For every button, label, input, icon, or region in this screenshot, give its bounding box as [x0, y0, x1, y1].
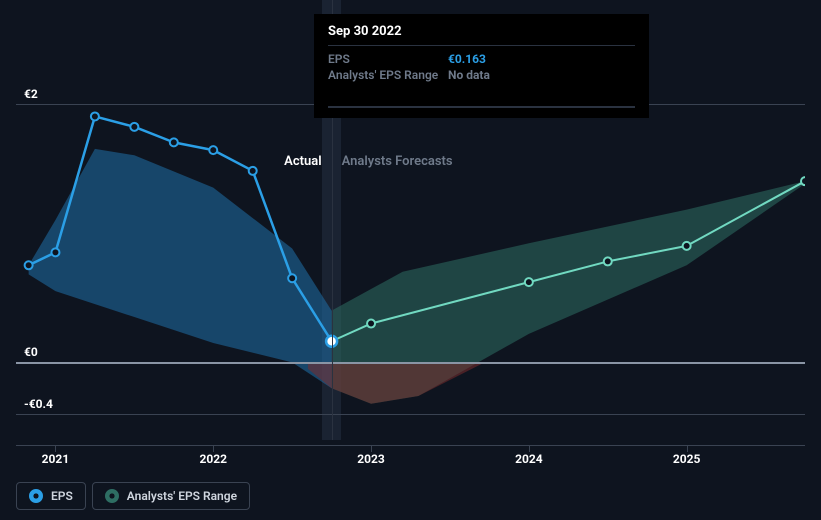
x-tick-label: 2022 [199, 452, 227, 466]
tooltip-row: Analysts' EPS RangeNo data [328, 68, 635, 82]
region-label-forecast: Analysts Forecasts [342, 154, 453, 169]
tooltip-row-key: Analysts' EPS Range [328, 68, 448, 82]
region-label-actual: Actual [284, 154, 321, 169]
tooltip-row-value: No data [448, 68, 490, 82]
tooltip-row: EPS€0.163 [328, 52, 635, 66]
tooltip-row-key: EPS [328, 52, 448, 66]
tooltip-bottom-bar [328, 106, 635, 108]
tooltip-date: Sep 30 2022 [328, 24, 635, 46]
legend-item[interactable]: Analysts' EPS Range [92, 482, 250, 510]
y-tick-label: -€0.4 [24, 397, 53, 411]
legend-item[interactable]: EPS [16, 482, 86, 510]
legend-label: Analysts' EPS Range [127, 489, 237, 503]
y-tick-label: €0 [24, 345, 38, 359]
y-gridline [16, 414, 805, 415]
legend-swatch-icon [29, 489, 43, 503]
y-tick-label: €2 [24, 87, 38, 101]
x-axis: 2021 2022 2023 2024 2025 [16, 445, 805, 465]
x-tick-label: 2025 [673, 452, 701, 466]
x-tick-label: 2023 [357, 452, 385, 466]
legend-swatch-icon [105, 489, 119, 503]
tooltip: Sep 30 2022 EPS€0.163Analysts' EPS Range… [314, 14, 649, 118]
legend: EPS Analysts' EPS Range [16, 482, 250, 510]
y-gridline [16, 362, 805, 364]
x-tick-label: 2024 [515, 452, 543, 466]
eps-chart: €2 €0 -€0.4 Actual Analysts Forecasts 2021… [0, 0, 821, 520]
legend-label: EPS [51, 489, 73, 503]
tooltip-row-value: €0.163 [448, 52, 486, 66]
x-tick-label: 2021 [42, 452, 70, 466]
